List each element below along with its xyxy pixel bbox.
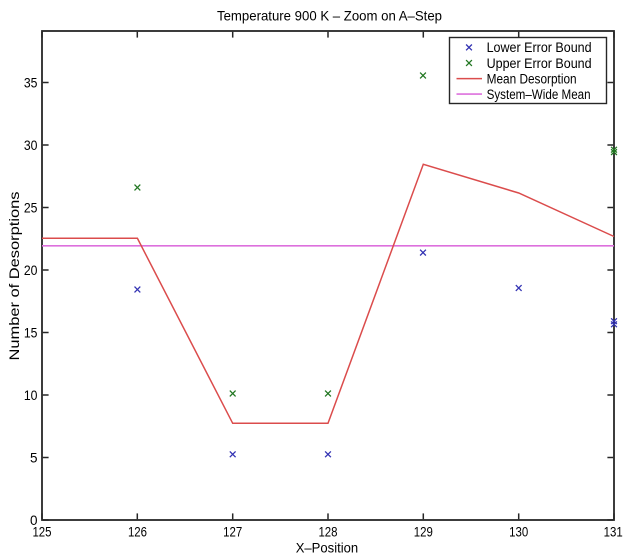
svg-text:129: 129 bbox=[414, 525, 433, 540]
svg-text:35: 35 bbox=[24, 75, 38, 90]
svg-text:10: 10 bbox=[24, 388, 38, 403]
svg-text:15: 15 bbox=[24, 325, 38, 340]
svg-text:130: 130 bbox=[509, 525, 528, 540]
svg-text:System–Wide Mean: System–Wide Mean bbox=[487, 87, 591, 102]
svg-text:Upper Error Bound: Upper Error Bound bbox=[487, 56, 592, 71]
svg-text:5: 5 bbox=[30, 450, 38, 465]
svg-text:Temperature 900 K – Zoom on A–: Temperature 900 K – Zoom on A–Step bbox=[217, 7, 442, 23]
svg-text:0: 0 bbox=[30, 513, 38, 528]
svg-text:125: 125 bbox=[32, 525, 51, 540]
svg-text:Number of Desorptions: Number of Desorptions bbox=[7, 191, 22, 360]
svg-text:127: 127 bbox=[223, 525, 242, 540]
svg-text:25: 25 bbox=[24, 200, 38, 215]
svg-text:126: 126 bbox=[128, 525, 147, 540]
svg-text:131: 131 bbox=[604, 525, 623, 540]
svg-text:128: 128 bbox=[318, 525, 337, 540]
svg-text:30: 30 bbox=[24, 138, 38, 153]
svg-text:Lower Error Bound: Lower Error Bound bbox=[487, 40, 592, 55]
svg-text:Mean Desorption: Mean Desorption bbox=[487, 71, 577, 86]
svg-text:X–Position: X–Position bbox=[296, 540, 359, 556]
svg-text:20: 20 bbox=[24, 263, 38, 278]
